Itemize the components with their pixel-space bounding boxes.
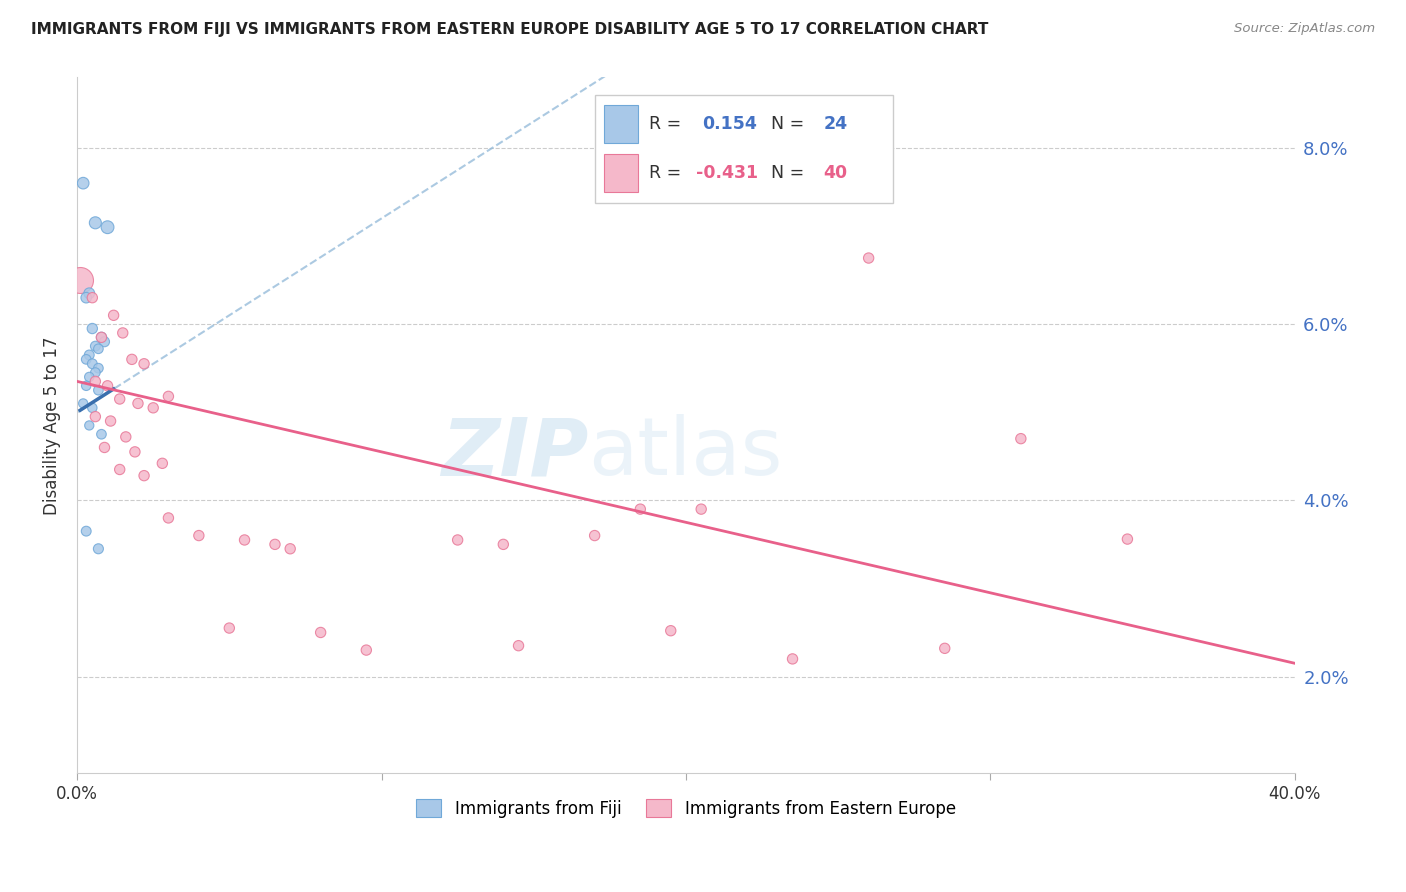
Text: Source: ZipAtlas.com: Source: ZipAtlas.com xyxy=(1234,22,1375,36)
Point xyxy=(108,392,131,406)
Point xyxy=(87,541,110,556)
Point xyxy=(142,401,165,415)
Point xyxy=(77,418,100,433)
Point xyxy=(659,624,682,638)
Point xyxy=(124,445,146,459)
Point xyxy=(492,537,515,551)
Point xyxy=(132,468,155,483)
Text: -0.431: -0.431 xyxy=(696,164,758,182)
Text: N =: N = xyxy=(772,115,810,133)
FancyBboxPatch shape xyxy=(595,95,893,202)
Point xyxy=(157,511,180,525)
Point xyxy=(508,639,530,653)
Point xyxy=(84,339,107,353)
Point xyxy=(121,352,143,367)
Text: N =: N = xyxy=(772,164,810,182)
Text: R =: R = xyxy=(650,164,688,182)
Point xyxy=(934,641,956,656)
Point xyxy=(278,541,301,556)
Point xyxy=(1116,532,1139,546)
Point xyxy=(1010,432,1032,446)
Point xyxy=(84,409,107,424)
Point xyxy=(82,291,104,305)
Point xyxy=(72,176,94,190)
Point xyxy=(108,462,131,476)
Point xyxy=(93,334,115,349)
Point xyxy=(103,308,125,322)
Point xyxy=(84,216,107,230)
Text: 24: 24 xyxy=(824,115,848,133)
Point xyxy=(75,291,97,305)
Legend: Immigrants from Fiji, Immigrants from Eastern Europe: Immigrants from Fiji, Immigrants from Ea… xyxy=(409,793,962,824)
Point xyxy=(84,375,107,389)
Point xyxy=(583,528,606,542)
Text: atlas: atlas xyxy=(589,414,783,492)
Point xyxy=(87,361,110,376)
Point xyxy=(233,533,256,547)
Text: IMMIGRANTS FROM FIJI VS IMMIGRANTS FROM EASTERN EUROPE DISABILITY AGE 5 TO 17 CO: IMMIGRANTS FROM FIJI VS IMMIGRANTS FROM … xyxy=(31,22,988,37)
Text: 0.154: 0.154 xyxy=(702,115,756,133)
Point xyxy=(75,352,97,367)
Point xyxy=(84,366,107,380)
Point xyxy=(72,396,94,410)
Bar xyxy=(605,153,638,192)
Point xyxy=(157,389,180,403)
Point xyxy=(858,251,880,265)
Point xyxy=(90,330,112,344)
Point xyxy=(309,625,332,640)
Point xyxy=(87,342,110,356)
Point xyxy=(150,456,173,470)
Point xyxy=(77,348,100,362)
Y-axis label: Disability Age 5 to 17: Disability Age 5 to 17 xyxy=(44,336,60,515)
Point xyxy=(75,379,97,393)
Point xyxy=(82,321,104,335)
Point xyxy=(218,621,240,635)
Point xyxy=(82,357,104,371)
Point xyxy=(111,326,134,340)
Point xyxy=(87,383,110,397)
Point xyxy=(132,357,155,371)
Text: R =: R = xyxy=(650,115,688,133)
Point xyxy=(690,502,713,516)
Point xyxy=(100,414,122,428)
Point xyxy=(69,273,91,287)
Point xyxy=(96,220,118,235)
Point xyxy=(77,370,100,384)
Point xyxy=(96,379,118,393)
Point xyxy=(446,533,468,547)
Point xyxy=(356,643,378,657)
Point xyxy=(75,524,97,538)
Point xyxy=(82,401,104,415)
Point xyxy=(114,430,136,444)
Text: 40: 40 xyxy=(824,164,848,182)
Point xyxy=(782,652,804,666)
Text: ZIP: ZIP xyxy=(441,414,589,492)
Bar xyxy=(605,105,638,144)
Point xyxy=(93,441,115,455)
Point xyxy=(187,528,209,542)
Point xyxy=(77,286,100,301)
Point xyxy=(264,537,287,551)
Point xyxy=(90,330,112,344)
Point xyxy=(127,396,149,410)
Point xyxy=(90,427,112,442)
Point xyxy=(628,502,651,516)
